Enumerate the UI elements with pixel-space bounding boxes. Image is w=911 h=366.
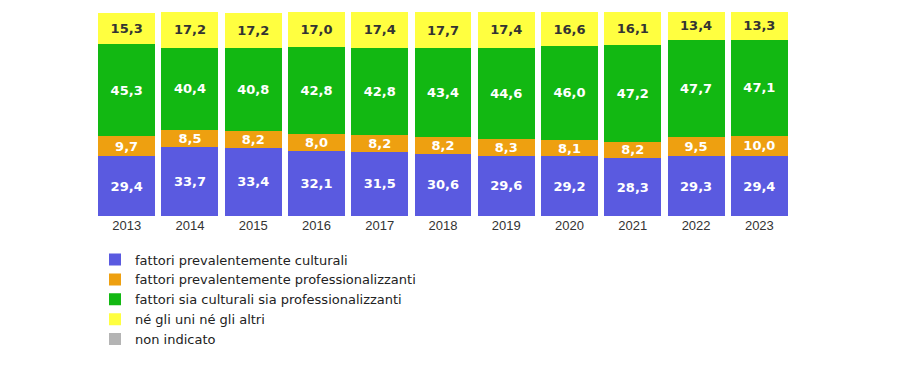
svg-text:8,5: 8,5 — [178, 131, 201, 146]
svg-text:8,2: 8,2 — [368, 136, 391, 151]
svg-text:17,4: 17,4 — [490, 22, 522, 37]
svg-text:16,6: 16,6 — [554, 22, 586, 37]
svg-text:45,3: 45,3 — [111, 83, 143, 98]
svg-text:40,8: 40,8 — [237, 82, 269, 97]
svg-text:16,1: 16,1 — [617, 21, 649, 36]
svg-text:10,0: 10,0 — [743, 138, 775, 153]
svg-text:32,1: 32,1 — [300, 176, 332, 191]
svg-text:13,3: 13,3 — [743, 18, 775, 33]
svg-text:29,6: 29,6 — [490, 178, 522, 193]
svg-text:2022: 2022 — [682, 218, 711, 233]
svg-text:non indicato: non indicato — [135, 332, 215, 347]
svg-text:8,3: 8,3 — [495, 140, 518, 155]
svg-text:8,2: 8,2 — [242, 132, 265, 147]
svg-text:42,8: 42,8 — [364, 84, 396, 99]
svg-text:40,4: 40,4 — [174, 81, 206, 96]
svg-text:2015: 2015 — [239, 218, 268, 233]
svg-text:2021: 2021 — [618, 218, 647, 233]
svg-text:2017: 2017 — [365, 218, 394, 233]
svg-text:33,4: 33,4 — [237, 174, 269, 189]
svg-text:2018: 2018 — [429, 218, 458, 233]
svg-text:2013: 2013 — [112, 218, 141, 233]
svg-text:2019: 2019 — [492, 218, 521, 233]
svg-text:8,1: 8,1 — [558, 141, 581, 156]
svg-text:47,7: 47,7 — [680, 81, 712, 96]
svg-text:2023: 2023 — [745, 218, 774, 233]
svg-text:fattori prevalentemente profes: fattori prevalentemente professionalizza… — [135, 272, 416, 287]
svg-text:9,5: 9,5 — [685, 139, 708, 154]
svg-text:46,0: 46,0 — [554, 85, 586, 100]
svg-text:né gli uni né gli altri: né gli uni né gli altri — [135, 312, 265, 327]
svg-text:fattori prevalentemente cultur: fattori prevalentemente culturali — [135, 253, 348, 268]
svg-text:2020: 2020 — [555, 218, 584, 233]
svg-text:17,4: 17,4 — [364, 22, 396, 37]
svg-text:9,7: 9,7 — [115, 139, 138, 154]
svg-text:17,0: 17,0 — [300, 22, 332, 37]
svg-text:31,5: 31,5 — [364, 176, 396, 191]
svg-text:30,6: 30,6 — [427, 177, 459, 192]
svg-text:29,2: 29,2 — [554, 179, 586, 194]
svg-text:33,7: 33,7 — [174, 174, 206, 189]
svg-text:8,2: 8,2 — [431, 138, 454, 153]
svg-text:fattori sia culturali sia prof: fattori sia culturali sia professionaliz… — [135, 292, 402, 307]
svg-text:17,7: 17,7 — [427, 23, 459, 38]
svg-text:8,2: 8,2 — [621, 142, 644, 157]
svg-text:8,0: 8,0 — [305, 135, 328, 150]
svg-text:17,2: 17,2 — [174, 22, 206, 37]
svg-text:29,4: 29,4 — [111, 179, 143, 194]
svg-text:43,4: 43,4 — [427, 85, 459, 100]
svg-text:44,6: 44,6 — [490, 86, 522, 101]
svg-text:29,3: 29,3 — [680, 179, 712, 194]
svg-text:15,3: 15,3 — [111, 21, 143, 36]
svg-text:2016: 2016 — [302, 218, 331, 233]
svg-text:47,2: 47,2 — [617, 86, 649, 101]
svg-text:42,8: 42,8 — [300, 83, 332, 98]
svg-text:2014: 2014 — [175, 218, 204, 233]
svg-text:29,4: 29,4 — [743, 179, 775, 194]
svg-text:13,4: 13,4 — [680, 18, 712, 33]
svg-text:28,3: 28,3 — [617, 180, 649, 195]
svg-text:17,2: 17,2 — [237, 23, 269, 38]
svg-text:47,1: 47,1 — [743, 80, 775, 95]
